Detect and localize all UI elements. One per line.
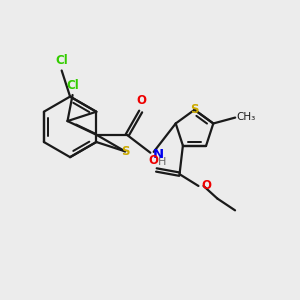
Text: H: H: [158, 157, 166, 167]
Text: O: O: [201, 179, 211, 193]
Text: S: S: [121, 145, 129, 158]
Text: S: S: [190, 103, 199, 116]
Text: N: N: [153, 148, 164, 161]
Text: O: O: [148, 154, 158, 166]
Text: O: O: [136, 94, 146, 107]
Text: Cl: Cl: [66, 79, 79, 92]
Text: CH₃: CH₃: [236, 112, 256, 122]
Text: Cl: Cl: [55, 54, 68, 67]
